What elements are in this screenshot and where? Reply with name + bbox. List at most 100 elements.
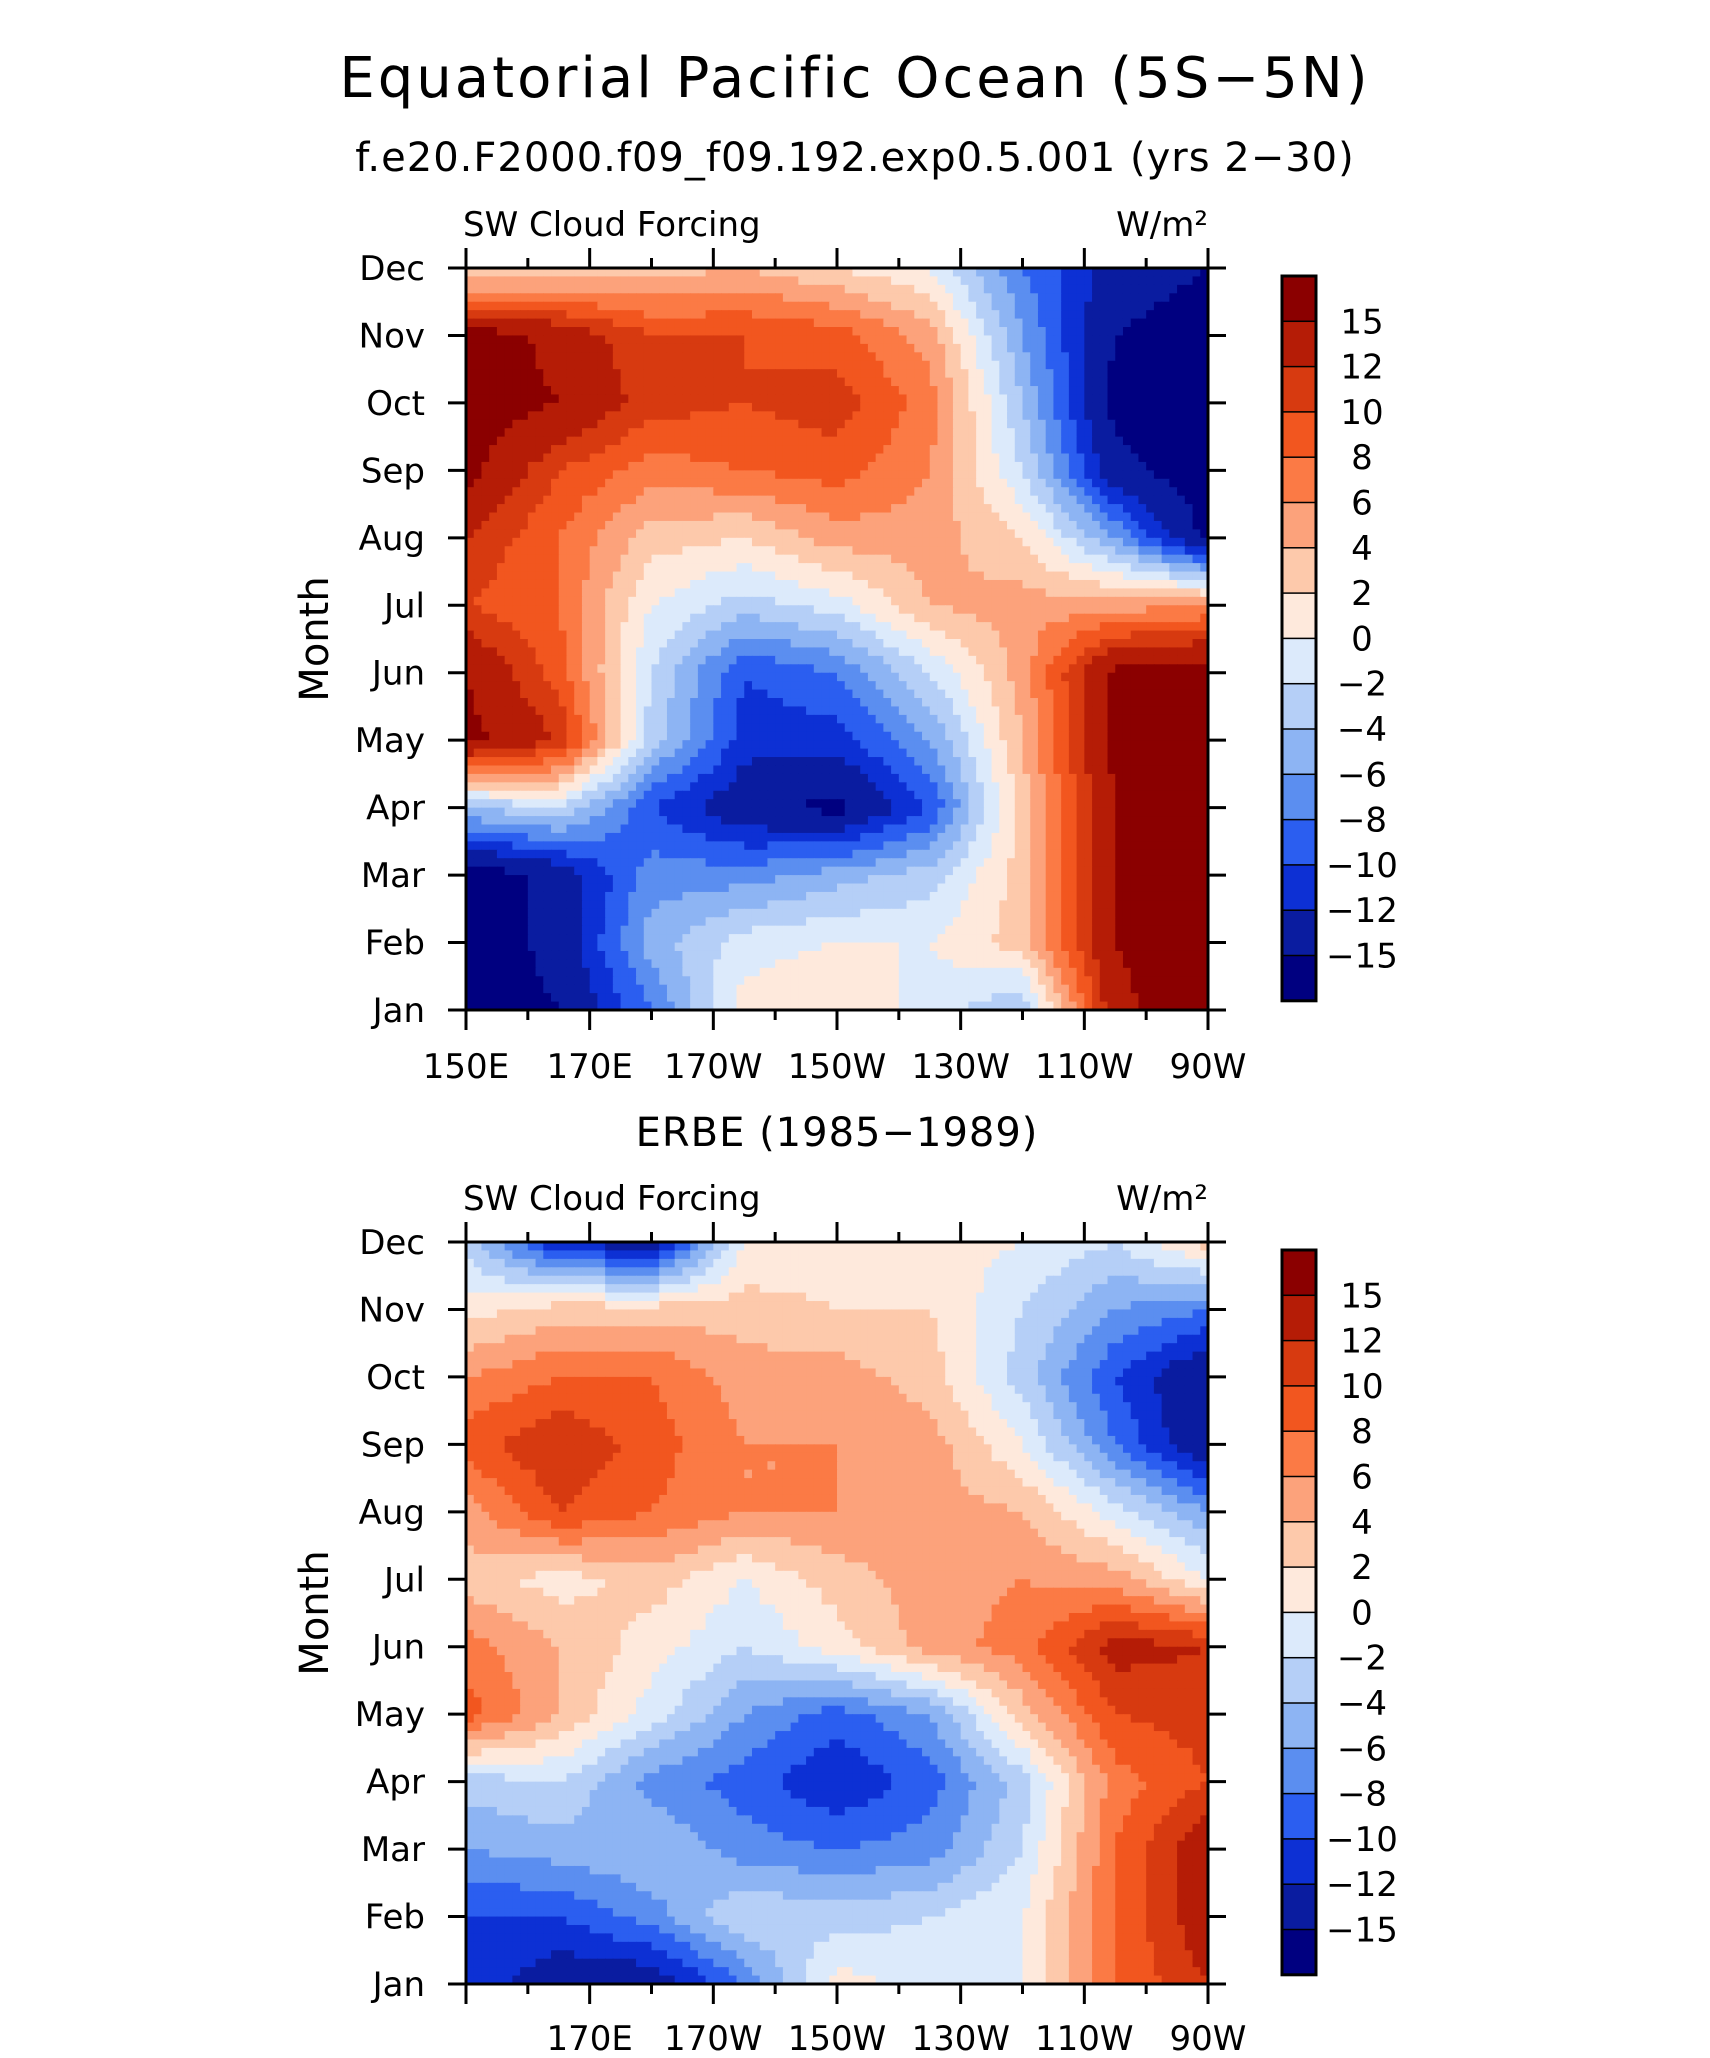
contour-cell bbox=[976, 554, 985, 564]
contour-cell bbox=[721, 402, 730, 412]
contour-cell bbox=[1022, 504, 1031, 514]
contour-cell bbox=[574, 327, 583, 337]
contour-cell bbox=[636, 647, 645, 657]
contour-cell bbox=[520, 588, 529, 598]
contour-cell bbox=[728, 639, 738, 649]
contour-cell bbox=[543, 630, 552, 640]
contour-cell bbox=[829, 335, 838, 345]
contour-cell bbox=[597, 394, 606, 404]
contour-cell bbox=[1146, 402, 1155, 412]
contour-cell bbox=[666, 613, 676, 623]
contour-cell bbox=[1007, 445, 1016, 455]
contour-cell bbox=[481, 436, 490, 446]
contour-cell bbox=[674, 571, 684, 581]
contour-cell bbox=[581, 622, 591, 632]
contour-cell bbox=[744, 293, 753, 303]
contour-cell bbox=[690, 453, 699, 463]
contour-cell bbox=[1107, 386, 1116, 396]
contour-cell bbox=[473, 335, 483, 345]
contour-cell bbox=[1146, 268, 1155, 278]
contour-cell bbox=[1061, 352, 1070, 362]
contour-cell bbox=[1014, 672, 1024, 682]
contour-cell bbox=[775, 436, 784, 446]
contour-cell bbox=[898, 672, 908, 682]
contour-cell bbox=[1153, 470, 1163, 480]
contour-cell bbox=[1177, 520, 1186, 530]
contour-cell bbox=[906, 588, 915, 598]
contour-cell bbox=[1007, 436, 1016, 446]
contour-cell bbox=[790, 461, 799, 471]
contour-cell bbox=[775, 428, 784, 438]
contour-cell bbox=[489, 546, 498, 556]
contour-cell bbox=[466, 664, 475, 674]
contour-cell bbox=[558, 672, 568, 682]
contour-cell bbox=[636, 445, 645, 455]
contour-cell bbox=[1092, 327, 1101, 337]
contour-cell bbox=[983, 461, 993, 471]
contour-cell bbox=[581, 293, 591, 303]
contour-cell bbox=[813, 579, 823, 590]
contour-cell bbox=[1068, 453, 1078, 463]
contour-cell bbox=[1169, 605, 1178, 615]
contour-cell bbox=[728, 394, 738, 404]
contour-cell bbox=[551, 453, 560, 463]
contour-cell bbox=[991, 428, 1000, 438]
contour-cell bbox=[1177, 301, 1186, 311]
contour-cell bbox=[581, 453, 591, 463]
contour-cell bbox=[612, 613, 622, 623]
contour-cell bbox=[968, 512, 977, 522]
contour-cell bbox=[829, 698, 838, 708]
contour-cell bbox=[767, 343, 776, 353]
contour-cell bbox=[968, 386, 977, 396]
contour-cell bbox=[837, 310, 846, 320]
contour-cell bbox=[837, 343, 846, 353]
contour-cell bbox=[813, 394, 823, 404]
contour-cell bbox=[1122, 419, 1132, 429]
contour-cell bbox=[821, 327, 830, 337]
contour-cell bbox=[1107, 436, 1116, 446]
contour-cell bbox=[1061, 394, 1070, 404]
contour-cell bbox=[1053, 681, 1062, 691]
contour-cell bbox=[535, 672, 544, 682]
contour-cell bbox=[906, 571, 915, 581]
contour-cell bbox=[1068, 647, 1078, 657]
contour-cell bbox=[1122, 563, 1132, 573]
contour-cell bbox=[991, 588, 1000, 598]
contour-cell bbox=[1099, 352, 1109, 362]
contour-cell bbox=[496, 402, 506, 412]
contour-cell bbox=[1022, 554, 1031, 564]
contour-cell bbox=[674, 470, 684, 480]
contour-cell bbox=[636, 284, 645, 294]
contour-cell bbox=[1084, 352, 1093, 362]
contour-cell bbox=[489, 335, 498, 345]
contour-cell bbox=[721, 445, 730, 455]
contour-cell bbox=[898, 605, 908, 615]
contour-cell bbox=[821, 419, 830, 429]
contour-cell bbox=[922, 453, 931, 463]
contour-cell bbox=[798, 689, 807, 699]
contour-cell bbox=[636, 386, 645, 396]
contour-cell bbox=[636, 377, 645, 387]
contour-cell bbox=[813, 293, 823, 303]
contour-cell bbox=[1184, 605, 1194, 615]
contour-cell bbox=[659, 554, 668, 564]
contour-cell bbox=[496, 495, 506, 505]
contour-cell bbox=[976, 689, 985, 699]
contour-cell bbox=[1177, 402, 1186, 412]
contour-cell bbox=[751, 386, 761, 396]
contour-cell bbox=[558, 335, 568, 345]
contour-cell bbox=[1099, 318, 1109, 328]
contour-cell bbox=[496, 504, 506, 514]
contour-cell bbox=[1184, 411, 1194, 421]
contour-cell bbox=[589, 495, 598, 505]
contour-cell bbox=[1053, 470, 1062, 480]
contour-cell bbox=[991, 520, 1000, 530]
contour-cell bbox=[976, 546, 985, 556]
contour-cell bbox=[813, 537, 823, 547]
contour-cell bbox=[937, 588, 946, 598]
contour-cell bbox=[1184, 360, 1194, 370]
contour-cell bbox=[867, 318, 877, 328]
contour-cell bbox=[867, 428, 877, 438]
contour-cell bbox=[883, 579, 892, 590]
contour-cell bbox=[520, 343, 529, 353]
